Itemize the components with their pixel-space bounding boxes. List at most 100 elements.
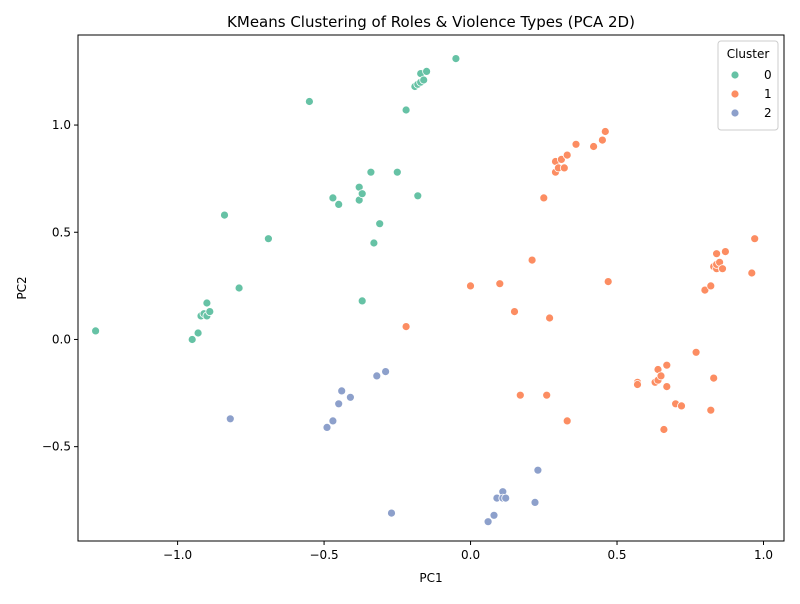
data-point — [334, 399, 344, 409]
data-point — [401, 322, 411, 332]
data-point — [721, 247, 730, 257]
data-point — [542, 390, 552, 400]
data-point — [691, 347, 701, 357]
data-point — [466, 281, 475, 291]
data-point — [369, 238, 379, 248]
data-point — [559, 163, 569, 173]
data-point — [656, 371, 666, 381]
data-point — [381, 367, 391, 377]
data-point — [263, 234, 273, 244]
data-point — [603, 277, 613, 287]
y-tick-label: 0.5 — [52, 225, 71, 239]
data-point — [334, 199, 344, 209]
data-point — [515, 390, 525, 400]
legend-marker — [730, 108, 740, 118]
legend-marker — [730, 89, 740, 99]
data-point — [539, 193, 549, 203]
data-point — [322, 422, 332, 432]
data-point — [709, 373, 719, 383]
data-point — [662, 382, 672, 392]
legend-title: Cluster — [727, 47, 770, 61]
data-point — [557, 154, 566, 164]
legend-marker — [730, 70, 740, 80]
data-point — [662, 360, 672, 370]
data-point — [419, 75, 429, 85]
data-point — [562, 150, 572, 160]
x-tick-label: 0.5 — [607, 548, 626, 562]
data-point — [375, 219, 385, 229]
legend: Cluster 0 1 2 — [717, 40, 779, 131]
legend-entries: 0 1 2 — [730, 68, 772, 120]
data-point — [659, 425, 669, 434]
x-axis-label: PC1 — [419, 571, 442, 585]
data-point — [401, 105, 411, 115]
series-cluster-1 — [401, 127, 760, 434]
data-point — [225, 414, 235, 424]
data-point — [202, 298, 212, 308]
data-point — [501, 493, 511, 503]
data-point — [598, 135, 607, 145]
legend-label: 0 — [764, 68, 772, 82]
series-cluster-2 — [225, 367, 543, 527]
data-point — [328, 193, 338, 203]
axis-ticks: −1.0 −0.5 0.0 0.5 1.0 −0.5 0.0 0.5 1.0 — [42, 118, 773, 562]
data-point — [234, 283, 244, 293]
data-point — [91, 326, 100, 336]
x-tick-label: −0.5 — [310, 548, 339, 562]
data-point — [451, 54, 461, 63]
data-point — [712, 249, 721, 259]
data-point — [589, 142, 598, 151]
data-point — [489, 510, 499, 520]
x-tick-label: 1.0 — [754, 548, 773, 562]
data-point — [413, 191, 423, 201]
x-tick-label: 0.0 — [461, 548, 480, 562]
data-point — [392, 167, 402, 177]
plot-area-frame — [77, 34, 785, 542]
data-point — [600, 127, 610, 136]
y-tick-label: 1.0 — [52, 118, 71, 132]
data-point — [345, 392, 355, 402]
data-point — [562, 416, 572, 426]
data-point — [387, 508, 396, 518]
data-point — [750, 234, 760, 244]
data-point — [571, 139, 581, 149]
data-point — [677, 401, 686, 411]
data-point — [706, 405, 716, 415]
data-point — [193, 328, 203, 338]
legend-box — [717, 40, 779, 131]
data-point — [422, 67, 432, 76]
data-point — [357, 189, 367, 199]
data-point — [530, 497, 540, 507]
data-point — [357, 296, 367, 306]
data-point — [718, 264, 727, 274]
data-point — [495, 279, 505, 289]
legend-label: 2 — [764, 106, 772, 120]
data-point — [545, 313, 554, 323]
y-tick-label: 0.0 — [52, 332, 71, 346]
data-point — [328, 416, 338, 426]
data-point — [527, 255, 537, 265]
y-tick-label: −0.5 — [42, 440, 71, 454]
data-point — [187, 335, 197, 344]
data-points — [91, 54, 760, 527]
data-point — [510, 307, 519, 317]
chart-title: KMeans Clustering of Roles & Violence Ty… — [227, 13, 635, 31]
data-point — [747, 268, 757, 278]
series-cluster-0 — [91, 54, 461, 344]
y-axis-label: PC2 — [15, 276, 29, 299]
data-point — [366, 167, 376, 177]
x-tick-label: −1.0 — [163, 548, 192, 562]
legend-label: 1 — [764, 87, 772, 101]
data-point — [220, 210, 229, 220]
data-point — [483, 517, 493, 527]
data-point — [533, 465, 543, 475]
data-point — [706, 281, 716, 291]
data-point — [633, 380, 642, 389]
data-point — [304, 97, 314, 106]
data-point — [205, 307, 215, 317]
data-point — [337, 386, 347, 396]
data-point — [700, 285, 710, 295]
data-point — [372, 371, 382, 381]
